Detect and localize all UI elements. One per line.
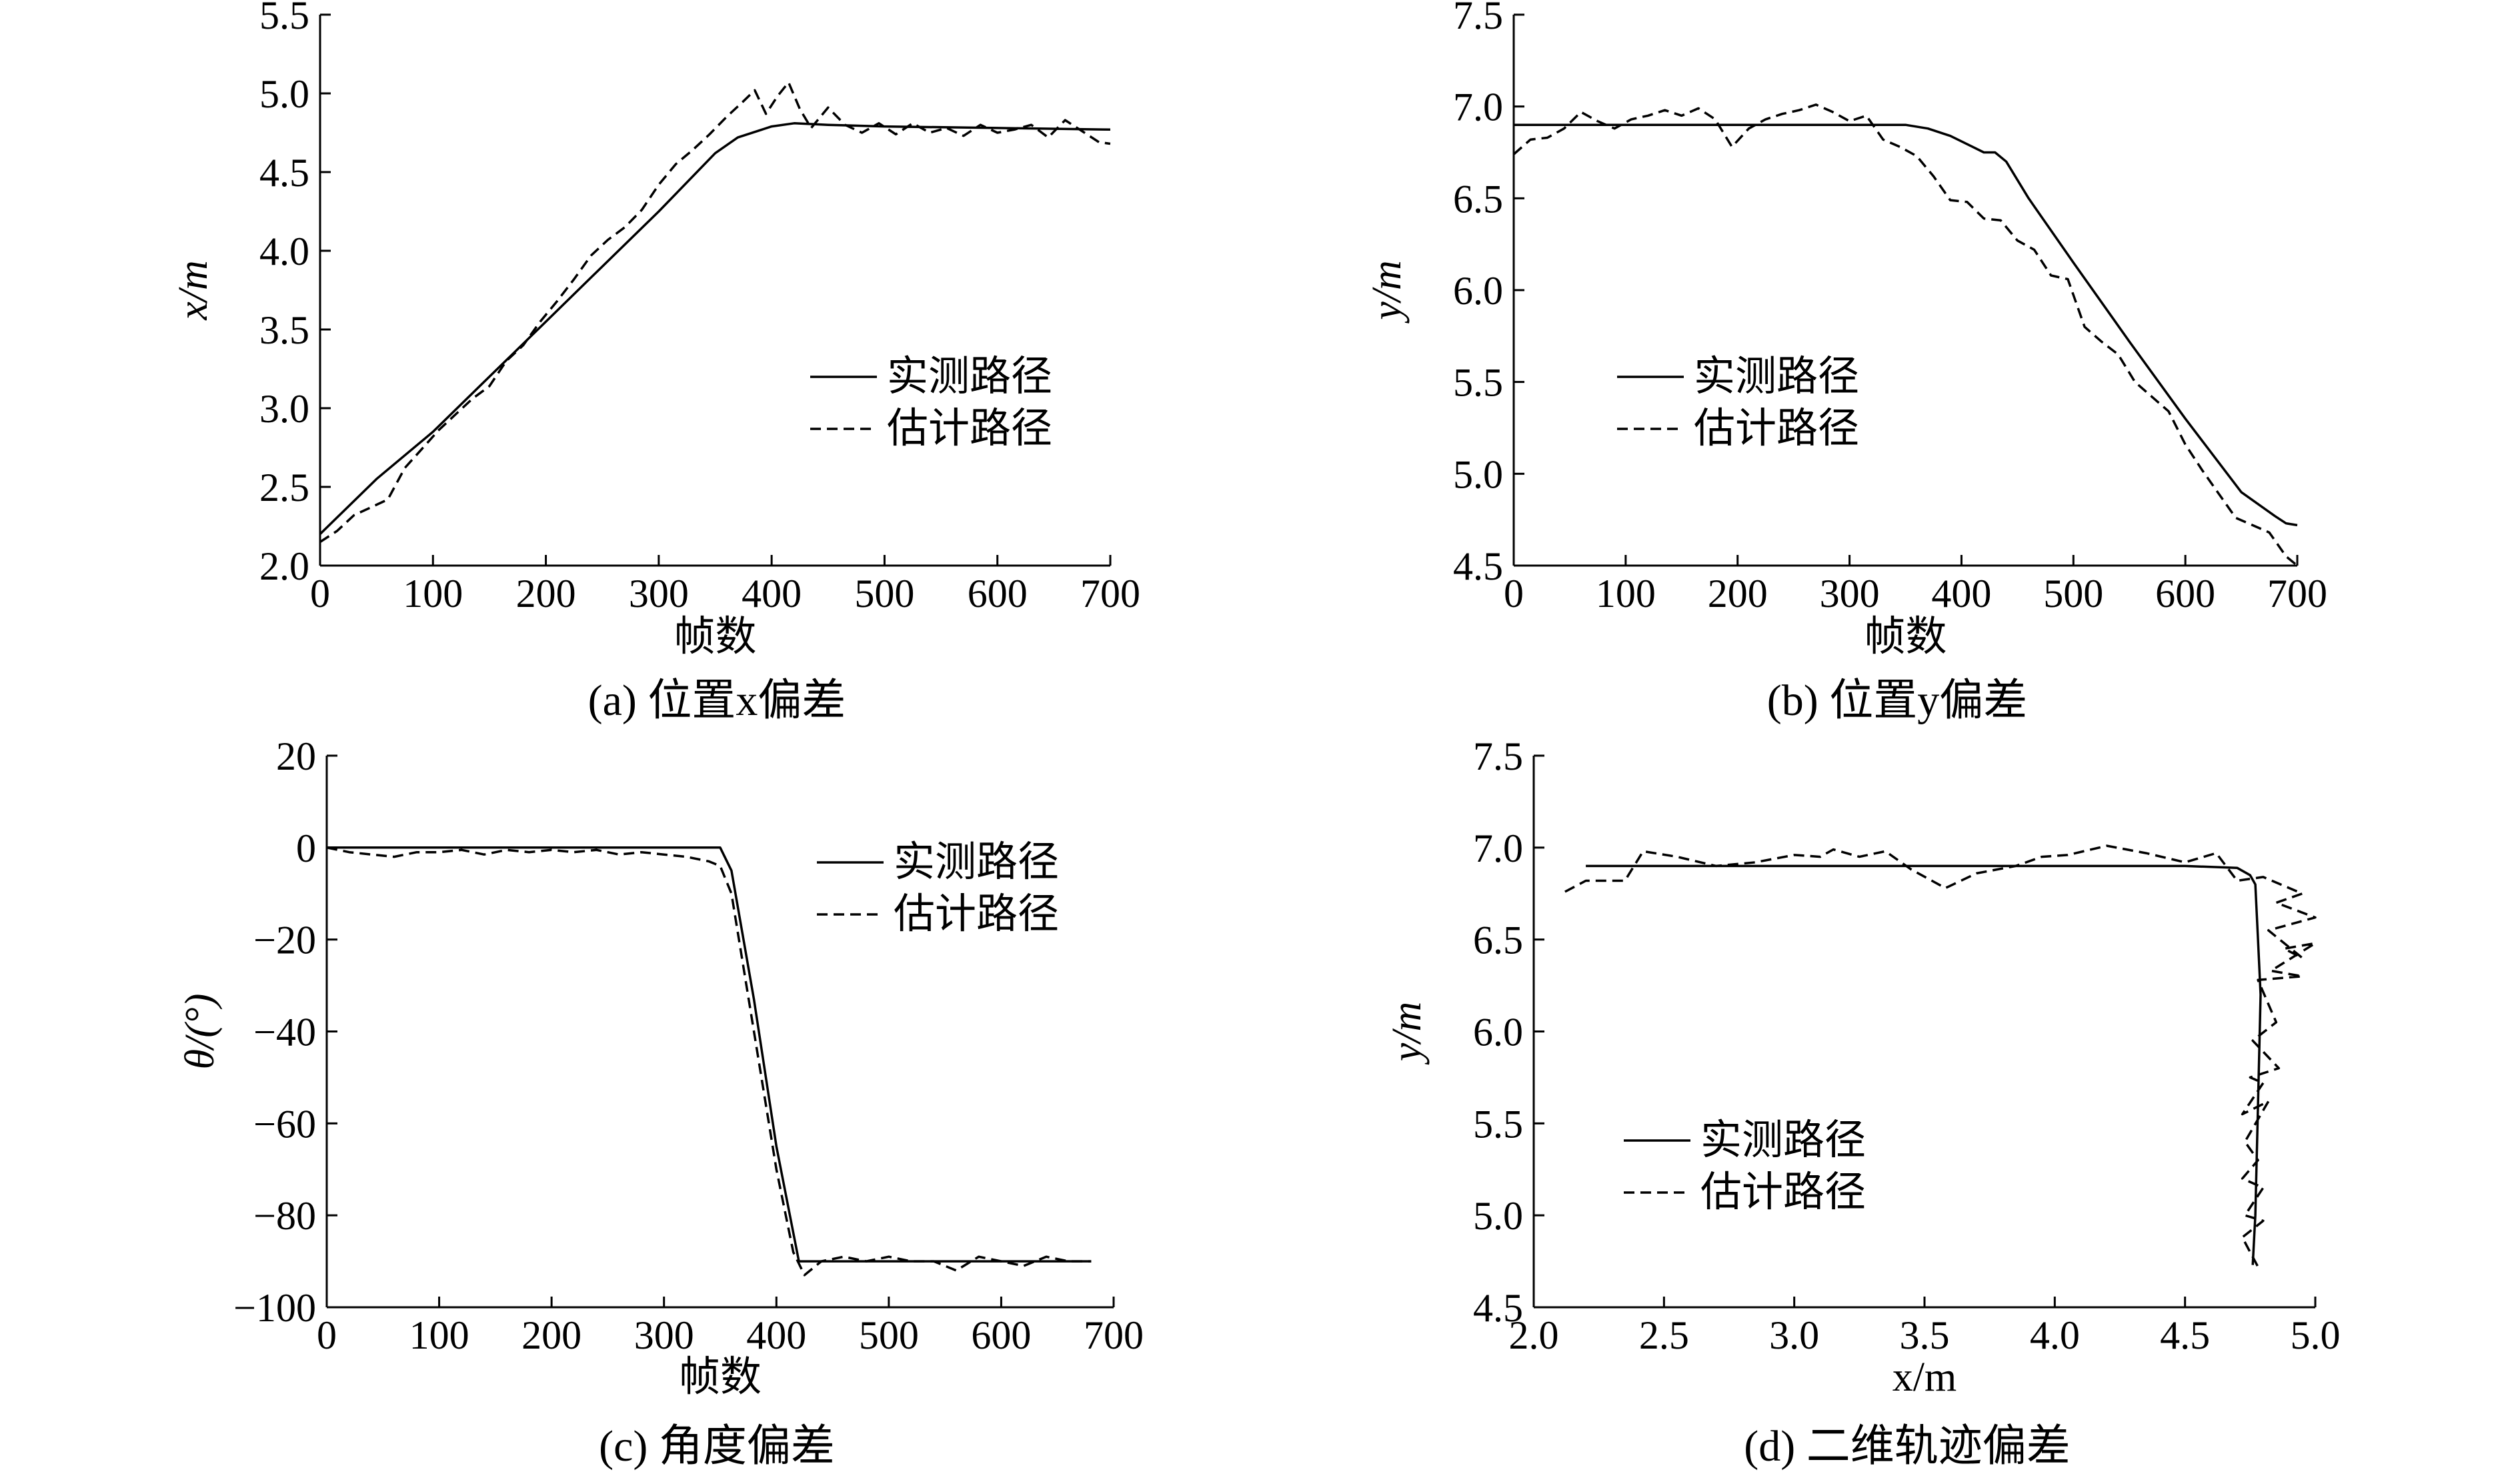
x-tick-label: 2.0	[1509, 1313, 1559, 1357]
y-tick-label: −60	[253, 1102, 316, 1146]
x-tick-label: 700	[1084, 1313, 1144, 1357]
x-tick-label: 300	[634, 1313, 694, 1357]
y-tick-label: −100	[233, 1286, 316, 1330]
y-tick-label: 2.0	[259, 544, 309, 588]
y-tick-label: 3.0	[259, 387, 309, 431]
y-tick-label: 5.0	[1473, 1194, 1523, 1238]
x-tick-label: 400	[1931, 572, 1991, 616]
y-tick-label: −40	[253, 1010, 316, 1054]
y-axis-label: y/m	[1364, 260, 1410, 324]
x-tick-label: 300	[629, 572, 689, 616]
y-tick-label: 4.0	[259, 229, 309, 273]
x-tick-label: 300	[1820, 572, 1880, 616]
x-tick-label: 0	[1504, 572, 1524, 616]
legend-label-measured: 实测路径	[1694, 354, 1859, 400]
x-axis-label: 帧数	[674, 614, 756, 660]
x-axis-label: x/m	[1893, 1355, 1957, 1400]
x-tick-label: 200	[1708, 572, 1768, 616]
y-tick-label: 5.5	[1473, 1102, 1523, 1146]
series-line-estimated	[319, 81, 1111, 544]
x-tick-label: 400	[742, 572, 802, 616]
x-tick-label: 700	[2267, 572, 2327, 616]
y-tick-label: 6.5	[1473, 918, 1523, 962]
chart-panel-a: 0 100 200 300 400 500 600 700 2.0 2.5 3.0 3.5 4.0 4.5…	[171, 0, 1140, 725]
y-axis-label: y/m	[1384, 1002, 1430, 1066]
x-tick-label: 400	[746, 1313, 806, 1357]
y-tick-label: 3.5	[259, 308, 309, 352]
x-tick-label: 0	[310, 572, 330, 616]
legend-label-estimated: 估计路径	[1694, 406, 1859, 452]
y-tick-label: 0	[296, 826, 316, 870]
y-tick-label: −20	[253, 918, 316, 962]
x-tick-label: 100	[403, 572, 463, 616]
panel-caption: (c) 角度偏差	[599, 1422, 835, 1471]
x-tick-label: 100	[409, 1313, 469, 1357]
y-tick-label: −80	[253, 1194, 316, 1238]
series-line-measured	[1586, 864, 2262, 1265]
series-line-measured	[319, 122, 1111, 536]
y-tick-label: 20	[276, 734, 316, 778]
x-tick-label: 4.5	[2160, 1313, 2210, 1357]
x-tick-label: 0	[317, 1313, 337, 1357]
x-tick-label: 600	[971, 1313, 1031, 1357]
y-tick-label: 6.5	[1453, 177, 1503, 221]
chart-panel-b: 0 100 200 300 400 500 600 700 4.5 5.0 5.5 6.0 6.5 7.0…	[1364, 0, 2327, 725]
legend-label-measured: 实测路径	[887, 354, 1052, 400]
y-tick-label: 4.5	[1473, 1286, 1523, 1330]
y-tick-label: 7.0	[1473, 826, 1523, 870]
panel-caption: (a) 位置x偏差	[588, 676, 846, 725]
x-axis-label: 帧数	[679, 1355, 762, 1400]
panel-caption: (d) 二维轨迹偏差	[1744, 1422, 2070, 1471]
y-tick-label: 2.5	[259, 466, 309, 510]
y-tick-label: 7.5	[1473, 734, 1523, 778]
y-tick-label: 5.5	[259, 0, 309, 37]
y-tick-label: 5.5	[1453, 361, 1503, 405]
x-tick-label: 600	[2155, 572, 2215, 616]
x-tick-label: 200	[516, 572, 576, 616]
x-tick-label: 4.0	[2030, 1313, 2080, 1357]
x-tick-label: 3.0	[1769, 1313, 1819, 1357]
x-tick-label: 200	[521, 1313, 581, 1357]
chart-panel-d: 2.0 2.5 3.0 3.5 4.0 4.5 5.0 4.5 5.0 5.5 6.0 6.5 7.0 7…	[1384, 734, 2341, 1471]
series-line-measured	[1514, 123, 2298, 527]
series-line-measured	[327, 846, 1092, 1263]
y-tick-label: 5.0	[1453, 452, 1503, 496]
y-tick-label: 7.5	[1453, 0, 1503, 37]
x-tick-label: 700	[1080, 572, 1140, 616]
y-tick-label: 4.5	[259, 151, 309, 195]
x-tick-label: 5.0	[2291, 1313, 2341, 1357]
series-line-estimated	[1564, 844, 2317, 1268]
x-tick-label: 500	[859, 1313, 919, 1357]
series-line-estimated	[326, 846, 1092, 1277]
x-tick-label: 100	[1596, 572, 1656, 616]
legend-label-measured: 实测路径	[894, 840, 1059, 885]
chart-panel-c: 0 100 200 300 400 500 600 700 −100 −80 −60 −40 −20 0 2…	[177, 734, 1144, 1471]
x-tick-label: 3.5	[1900, 1313, 1950, 1357]
y-tick-label: 4.5	[1453, 544, 1503, 588]
y-tick-label: 5.0	[259, 72, 309, 116]
legend-label-estimated: 估计路径	[894, 892, 1059, 937]
y-tick-label: 6.0	[1453, 269, 1503, 313]
x-tick-label: 600	[968, 572, 1028, 616]
panel-caption: (b) 位置y偏差	[1767, 676, 2027, 725]
legend-label-measured: 实测路径	[1700, 1118, 1866, 1163]
legend-label-estimated: 估计路径	[887, 406, 1052, 452]
x-tick-label: 500	[854, 572, 914, 616]
x-tick-label: 500	[2043, 572, 2103, 616]
legend-label-estimated: 估计路径	[1700, 1170, 1866, 1215]
y-tick-label: 7.0	[1453, 85, 1503, 129]
x-tick-label: 2.5	[1639, 1313, 1689, 1357]
x-axis-label: 帧数	[1864, 614, 1947, 660]
y-tick-label: 6.0	[1473, 1010, 1523, 1054]
y-axis-label: x/m	[171, 260, 216, 321]
series-line-estimated	[1512, 103, 2299, 567]
y-axis-label: θ/(°)	[177, 994, 223, 1070]
